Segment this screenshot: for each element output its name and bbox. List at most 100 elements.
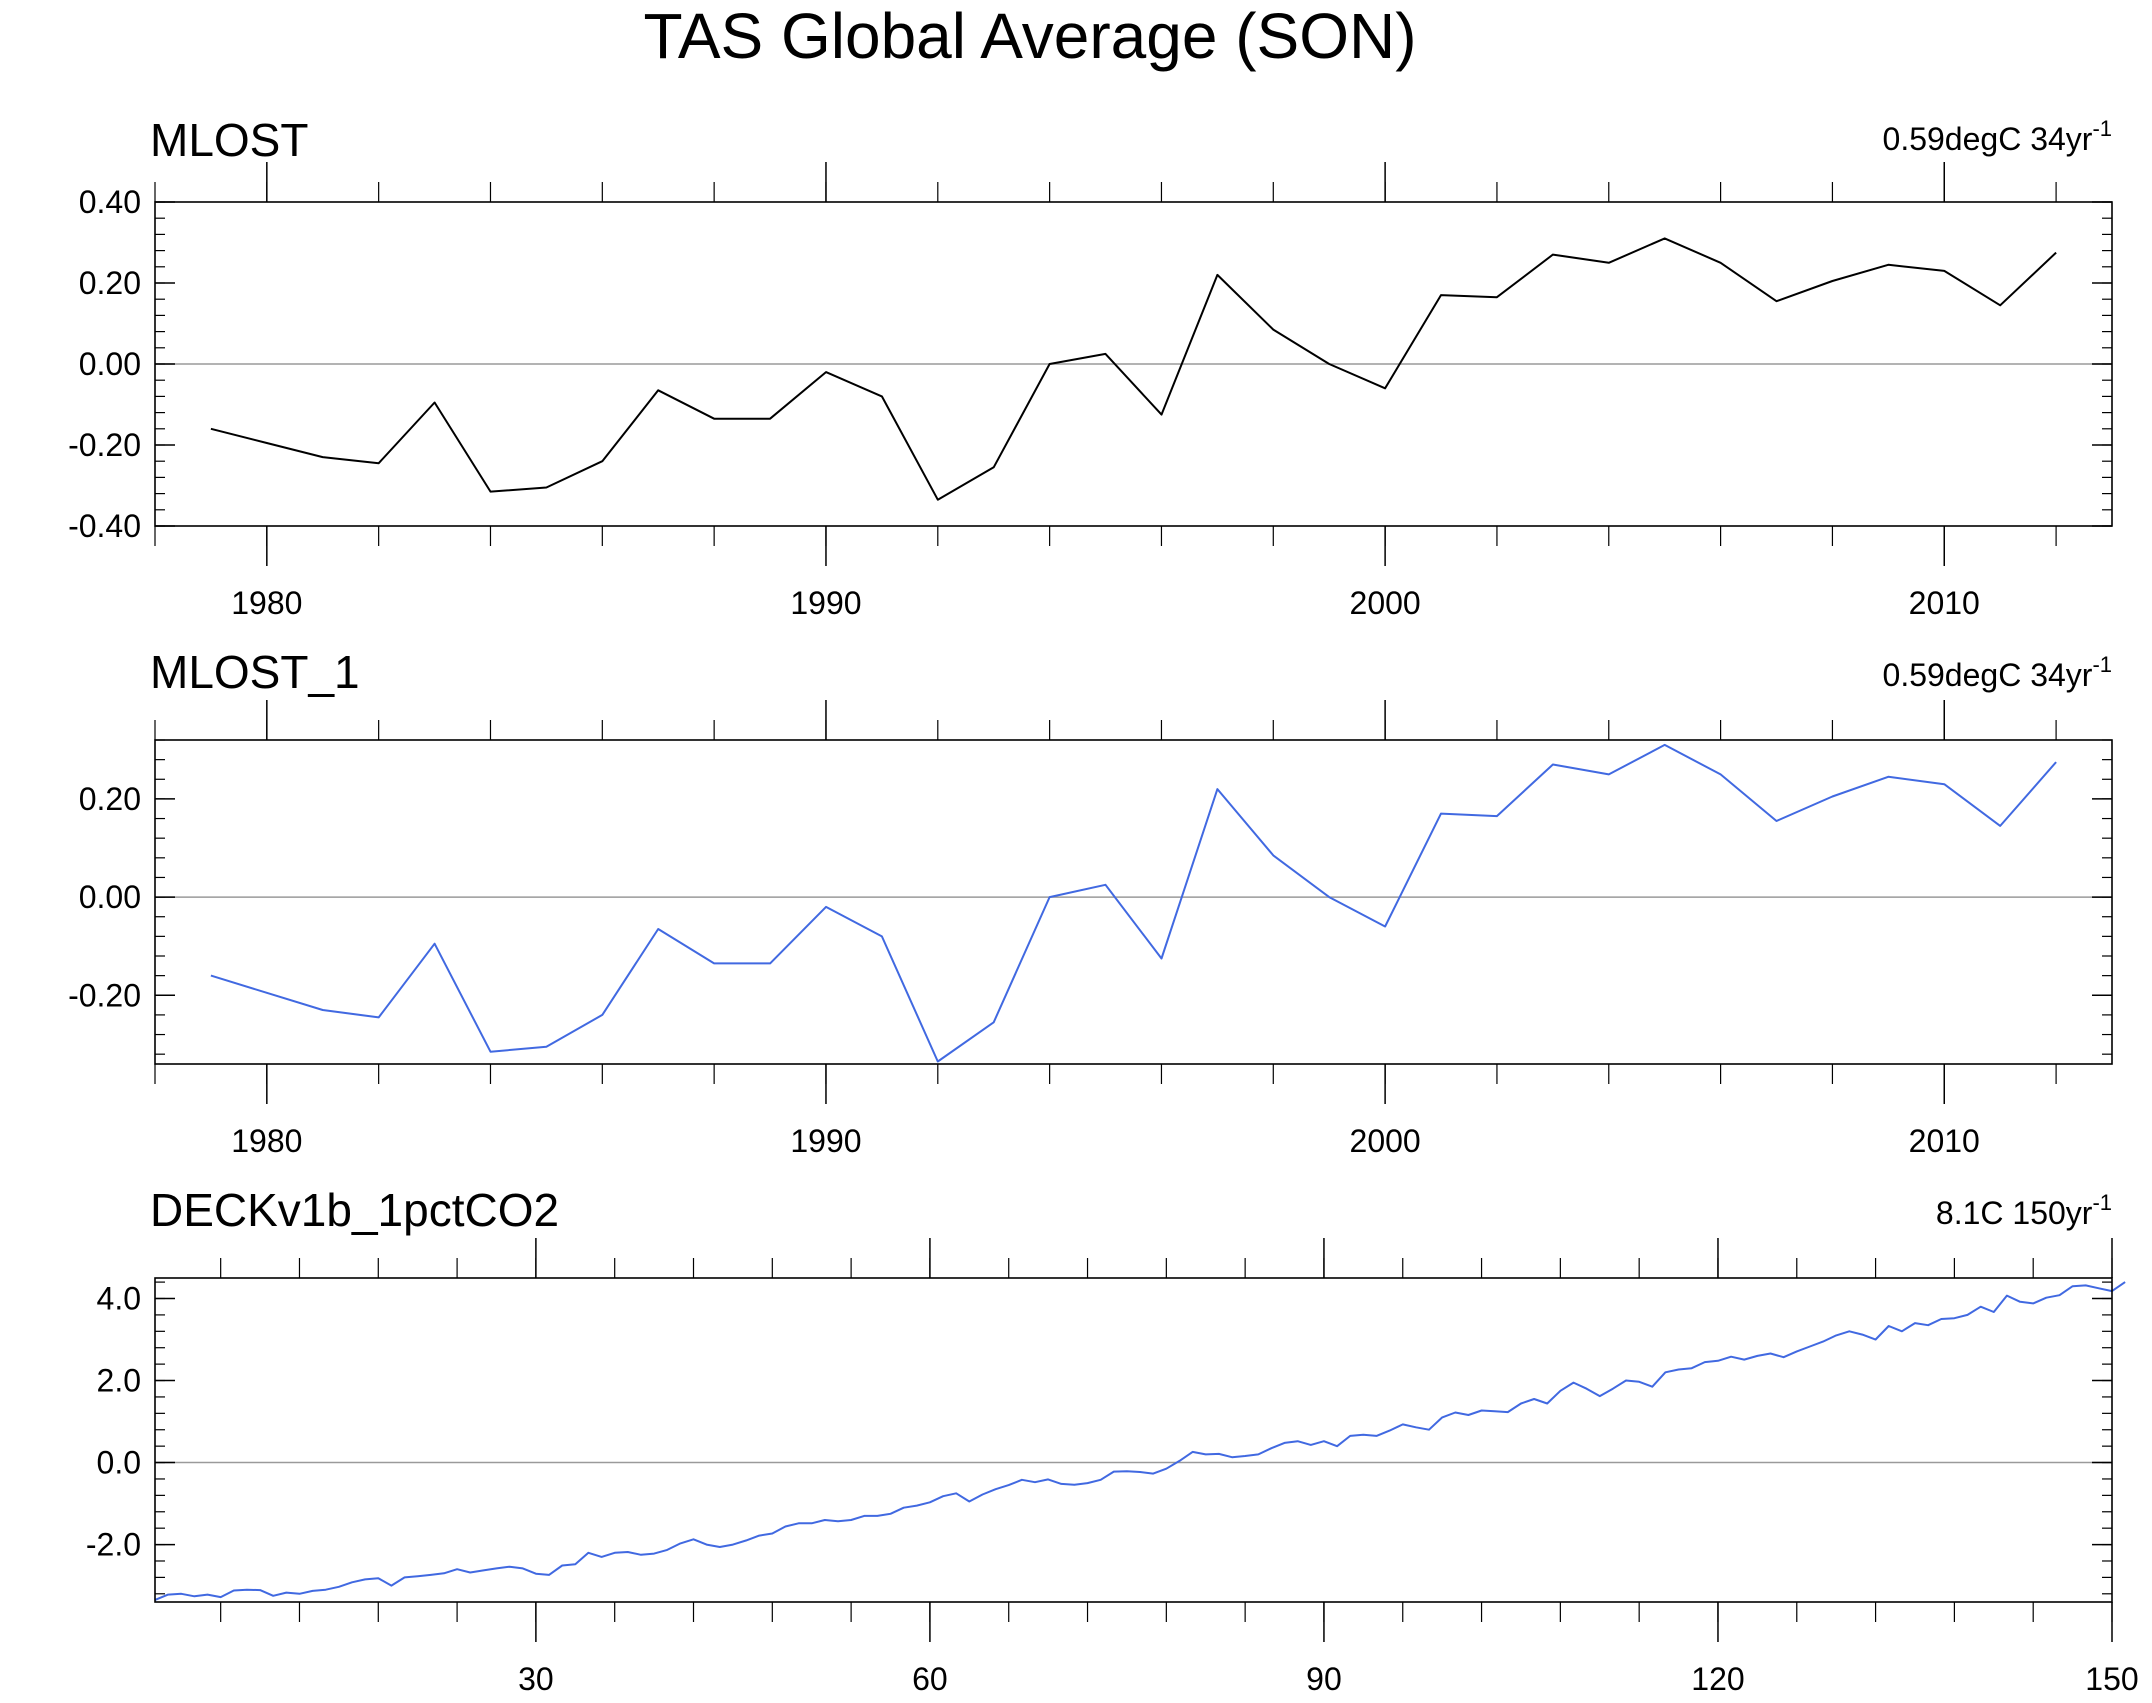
data-point bbox=[1835, 1335, 1837, 1337]
data-point bbox=[993, 1021, 995, 1023]
data-point bbox=[1573, 1382, 1575, 1384]
data-point bbox=[601, 1556, 603, 1558]
data-point bbox=[890, 1513, 892, 1515]
data-point bbox=[1999, 825, 2001, 827]
data-point bbox=[881, 396, 883, 398]
data-point bbox=[758, 1535, 760, 1537]
data-point bbox=[850, 1519, 852, 1521]
data-point bbox=[434, 943, 436, 945]
data-point bbox=[995, 1488, 997, 1490]
data-point bbox=[1428, 1429, 1430, 1431]
data-point bbox=[535, 1573, 537, 1575]
data-point bbox=[391, 1585, 393, 1587]
data-point bbox=[1943, 270, 1945, 272]
data-point bbox=[2019, 1301, 2021, 1303]
data-point bbox=[602, 1014, 604, 1016]
data-point bbox=[1809, 1346, 1811, 1348]
data-point bbox=[1608, 262, 1610, 264]
data-point bbox=[1999, 304, 2001, 306]
data-point bbox=[522, 1568, 524, 1570]
data-point bbox=[322, 456, 324, 458]
data-point bbox=[713, 418, 715, 420]
data-point bbox=[1384, 388, 1386, 390]
data-point bbox=[1074, 1484, 1076, 1486]
data-point bbox=[430, 1574, 432, 1576]
data-point bbox=[443, 1572, 445, 1574]
data-point bbox=[1776, 300, 1778, 302]
x-tick-label: 2010 bbox=[1909, 1123, 1980, 1159]
plot-area: -2.0 0.0 2.0 4.0 30 60 90 120 150 bbox=[86, 1238, 2139, 1697]
panel-title: MLOST bbox=[150, 114, 308, 166]
data-point bbox=[266, 992, 268, 994]
plot-frame bbox=[154, 201, 2113, 527]
x-tick-label: 1980 bbox=[231, 1123, 302, 1159]
data-point bbox=[877, 1515, 879, 1517]
data-point bbox=[1139, 1471, 1141, 1473]
panel-title: DECKv1b_1pctCO2 bbox=[150, 1184, 559, 1236]
data-point bbox=[713, 963, 715, 965]
trend-annotation: 8.1C 150yr-1 bbox=[1936, 1190, 2112, 1231]
data-point bbox=[863, 1515, 865, 1517]
data-point bbox=[2032, 1303, 2034, 1305]
data-point bbox=[745, 1540, 747, 1542]
data-point bbox=[772, 1533, 774, 1535]
data-point bbox=[1552, 764, 1554, 766]
data-point bbox=[496, 1568, 498, 1570]
data-point bbox=[574, 1563, 576, 1565]
data-point bbox=[811, 1522, 813, 1524]
data-point bbox=[1954, 1317, 1956, 1319]
data-point bbox=[377, 1577, 379, 1579]
data-point bbox=[1060, 1483, 1062, 1485]
data-point bbox=[1454, 1412, 1456, 1414]
data-point bbox=[1310, 1444, 1312, 1446]
data-point bbox=[1730, 1356, 1732, 1358]
data-point bbox=[1720, 774, 1722, 776]
data-point bbox=[1297, 1440, 1299, 1442]
data-point bbox=[942, 1495, 944, 1497]
data-point bbox=[798, 1522, 800, 1524]
data-point bbox=[1244, 1455, 1246, 1457]
data-point bbox=[207, 1594, 209, 1596]
data-point bbox=[1652, 1386, 1654, 1388]
data-point bbox=[266, 442, 268, 444]
data-point bbox=[483, 1570, 485, 1572]
x-tick-label: 1990 bbox=[790, 585, 861, 621]
data-point bbox=[1832, 796, 1834, 798]
plot-area: -0.40 -0.20 0.00 0.20 0.40 1980 1990 2000 2010 bbox=[68, 162, 2113, 621]
data-point bbox=[1192, 1451, 1194, 1453]
data-point bbox=[404, 1577, 406, 1579]
y-tick-label: 0.00 bbox=[79, 346, 141, 382]
data-point bbox=[1796, 1351, 1798, 1353]
data-point bbox=[1218, 1453, 1220, 1455]
data-point bbox=[1100, 1479, 1102, 1481]
data-point bbox=[1402, 1424, 1404, 1426]
data-point bbox=[993, 466, 995, 468]
x-tick-label: 1990 bbox=[790, 1123, 861, 1159]
data-point bbox=[837, 1520, 839, 1522]
data-point bbox=[1105, 353, 1107, 355]
data-point bbox=[824, 1519, 826, 1521]
data-point bbox=[1993, 1311, 1995, 1313]
data-point bbox=[1047, 1479, 1049, 1481]
data-point bbox=[1888, 776, 1890, 778]
data-point bbox=[194, 1595, 196, 1597]
y-tick-label: 4.0 bbox=[97, 1281, 141, 1317]
trend-value: 0.59degC 34yr bbox=[1883, 121, 2093, 157]
data-point bbox=[2124, 1281, 2126, 1283]
data-point bbox=[1717, 1360, 1719, 1362]
data-point bbox=[1888, 1325, 1890, 1327]
data-point bbox=[259, 1589, 261, 1591]
data-point bbox=[1152, 1473, 1154, 1475]
data-point bbox=[299, 1593, 301, 1595]
x-tick-label: 2000 bbox=[1350, 585, 1421, 621]
data-point bbox=[1284, 1442, 1286, 1444]
y-tick-label: 0.20 bbox=[79, 781, 141, 817]
data-point bbox=[680, 1543, 682, 1545]
data-point bbox=[719, 1546, 721, 1548]
trend-exponent: -1 bbox=[2092, 1190, 2112, 1215]
data-point bbox=[548, 1574, 550, 1576]
data-point bbox=[588, 1552, 590, 1554]
data-point bbox=[1105, 884, 1107, 886]
trend-annotation: 0.59degC 34yr-1 bbox=[1883, 116, 2112, 157]
